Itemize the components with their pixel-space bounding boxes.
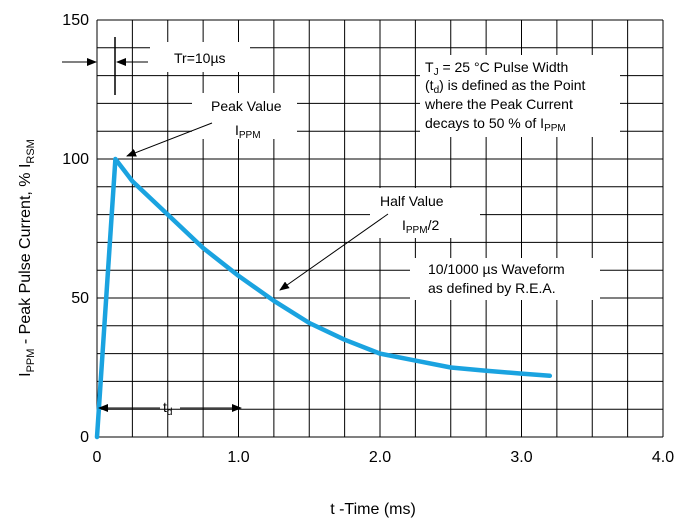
rise-time-label: Tr=10µs <box>174 50 226 66</box>
peak-value-symbol: IPPM <box>235 122 261 141</box>
y-tick-label: 150 <box>62 12 89 29</box>
half-value-label: Half Value <box>380 193 444 209</box>
x-tick-label: 4.0 <box>652 449 674 466</box>
tj-line-3: where the Peak Current <box>424 96 573 112</box>
rise-time-annotation: Tr=10µs <box>62 37 250 95</box>
half-value-arrow <box>279 213 389 291</box>
peak-value-label: Peak Value <box>211 98 282 114</box>
pulse-current-curve <box>94 156 553 440</box>
peak-value-arrow <box>126 122 213 157</box>
half-value-symbol: IPPM/2 <box>402 217 439 236</box>
tick-labels: 0 1.0 2.0 3.0 4.0 0 50 100 150 <box>62 12 674 466</box>
waveform-line-2: as defined by R.E.A. <box>428 280 556 296</box>
pulse-width-definition: TJ = 25 °C Pulse Width (td) is defined a… <box>420 55 620 137</box>
waveform-line-1: 10/1000 µs Waveform <box>428 261 565 277</box>
x-axis-title: t -Time (ms) <box>330 501 416 518</box>
rise-time-box <box>150 42 250 72</box>
peak-value-annotation: Peak Value IPPM <box>126 93 297 157</box>
y-tick-label: 0 <box>80 429 89 446</box>
tj-line-4: decays to 50 % of IPPM <box>425 115 566 134</box>
tj-line-2: (td) is defined as the Point <box>425 77 586 96</box>
y-tick-label: 100 <box>62 151 89 168</box>
series-group <box>94 156 553 440</box>
td-annotation: td <box>98 399 242 418</box>
x-tick-label: 1.0 <box>227 449 249 466</box>
peak-value-box <box>192 93 297 139</box>
x-tick-label: 0 <box>93 449 102 466</box>
waveform-annotation: 10/1000 µs Waveform as defined by R.E.A. <box>410 258 600 300</box>
half-value-box <box>370 188 480 238</box>
x-tick-label: 3.0 <box>510 449 532 466</box>
y-axis-title: IPPM - Peak Pulse Current, % IRSM <box>17 139 37 377</box>
waveform-box <box>410 258 600 300</box>
td-label: td <box>163 399 172 418</box>
half-value-annotation: Half Value IPPM/2 <box>279 188 480 291</box>
y-tick-label: 50 <box>71 290 89 307</box>
x-tick-label: 2.0 <box>369 449 391 466</box>
pulse-width-box <box>420 55 620 137</box>
tj-line-1: TJ = 25 °C Pulse Width <box>425 59 568 78</box>
